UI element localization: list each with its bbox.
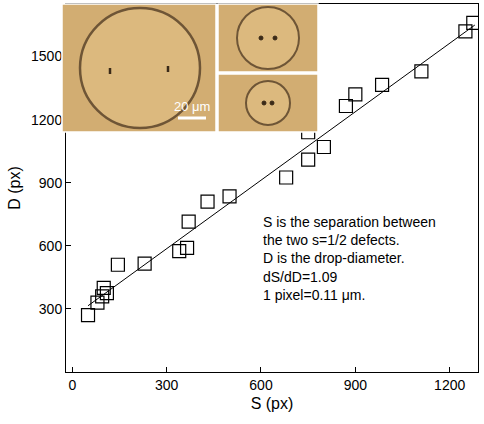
svg-text:1200: 1200	[434, 377, 465, 393]
svg-text:900: 900	[344, 377, 368, 393]
svg-text:600: 600	[249, 377, 273, 393]
svg-text:300: 300	[155, 377, 179, 393]
svg-text:0: 0	[68, 377, 76, 393]
svg-text:1500: 1500	[31, 48, 62, 64]
svg-text:20 μm: 20 μm	[174, 99, 210, 114]
svg-text:300: 300	[39, 301, 63, 317]
svg-text:S (px): S (px)	[251, 395, 294, 412]
svg-text:D (px): D (px)	[6, 166, 23, 210]
svg-text:600: 600	[39, 238, 63, 254]
svg-text:900: 900	[39, 175, 63, 191]
svg-text:S is the separation betweenthe: S is the separation betweenthe two s=1/2…	[263, 214, 436, 303]
svg-text:1200: 1200	[31, 112, 62, 128]
